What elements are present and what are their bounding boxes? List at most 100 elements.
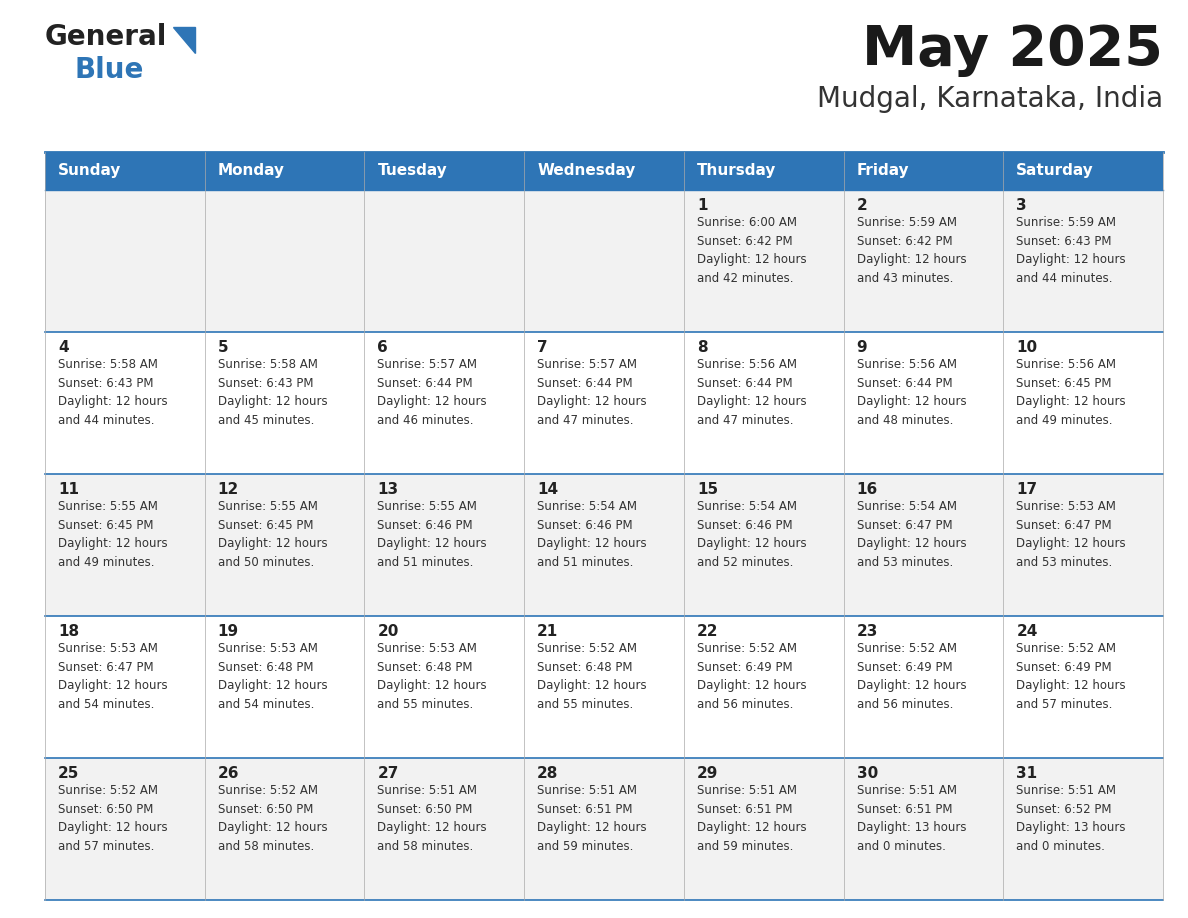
Text: Sunset: 6:51 PM: Sunset: 6:51 PM bbox=[697, 803, 792, 816]
Text: Daylight: 12 hours: Daylight: 12 hours bbox=[697, 253, 807, 266]
Text: and 56 minutes.: and 56 minutes. bbox=[857, 698, 953, 711]
Text: and 58 minutes.: and 58 minutes. bbox=[217, 840, 314, 853]
Text: Sunrise: 5:51 AM: Sunrise: 5:51 AM bbox=[378, 785, 478, 798]
Text: Sunrise: 5:54 AM: Sunrise: 5:54 AM bbox=[857, 500, 956, 513]
Text: 6: 6 bbox=[378, 340, 388, 355]
Text: Tuesday: Tuesday bbox=[378, 163, 447, 178]
Text: Sunset: 6:45 PM: Sunset: 6:45 PM bbox=[1016, 377, 1112, 390]
Text: and 49 minutes.: and 49 minutes. bbox=[58, 556, 154, 569]
Text: Wednesday: Wednesday bbox=[537, 163, 636, 178]
Text: and 51 minutes.: and 51 minutes. bbox=[537, 556, 633, 569]
Text: Daylight: 12 hours: Daylight: 12 hours bbox=[537, 538, 646, 551]
Text: Sunset: 6:44 PM: Sunset: 6:44 PM bbox=[697, 377, 792, 390]
Text: and 44 minutes.: and 44 minutes. bbox=[58, 414, 154, 427]
Text: and 53 minutes.: and 53 minutes. bbox=[1016, 556, 1112, 569]
Bar bbox=[684, 474, 843, 616]
Text: Sunset: 6:49 PM: Sunset: 6:49 PM bbox=[697, 661, 792, 674]
Text: and 48 minutes.: and 48 minutes. bbox=[857, 414, 953, 427]
Bar bbox=[204, 332, 365, 474]
Text: Sunset: 6:50 PM: Sunset: 6:50 PM bbox=[217, 803, 314, 816]
Text: and 59 minutes.: and 59 minutes. bbox=[537, 840, 633, 853]
Text: and 51 minutes.: and 51 minutes. bbox=[378, 556, 474, 569]
Text: 1: 1 bbox=[697, 198, 707, 213]
Text: Sunset: 6:51 PM: Sunset: 6:51 PM bbox=[857, 803, 952, 816]
Text: Sunrise: 5:54 AM: Sunrise: 5:54 AM bbox=[697, 500, 797, 513]
Text: Sunrise: 5:59 AM: Sunrise: 5:59 AM bbox=[1016, 217, 1117, 230]
Text: 4: 4 bbox=[58, 340, 69, 355]
Bar bbox=[365, 616, 524, 758]
Text: Sunset: 6:47 PM: Sunset: 6:47 PM bbox=[58, 661, 153, 674]
Text: Sunset: 6:49 PM: Sunset: 6:49 PM bbox=[857, 661, 953, 674]
Text: 26: 26 bbox=[217, 766, 239, 781]
Text: Sunrise: 5:53 AM: Sunrise: 5:53 AM bbox=[1016, 500, 1117, 513]
Text: 19: 19 bbox=[217, 624, 239, 639]
Text: Sunrise: 5:59 AM: Sunrise: 5:59 AM bbox=[857, 217, 956, 230]
Text: 5: 5 bbox=[217, 340, 228, 355]
Text: Monday: Monday bbox=[217, 163, 285, 178]
Text: Daylight: 12 hours: Daylight: 12 hours bbox=[857, 679, 966, 692]
Bar bbox=[843, 474, 1004, 616]
Text: Sunrise: 5:53 AM: Sunrise: 5:53 AM bbox=[217, 643, 317, 655]
Text: Daylight: 12 hours: Daylight: 12 hours bbox=[857, 538, 966, 551]
Text: 16: 16 bbox=[857, 482, 878, 497]
Text: 11: 11 bbox=[58, 482, 78, 497]
Text: Blue: Blue bbox=[75, 56, 145, 84]
Text: Sunset: 6:42 PM: Sunset: 6:42 PM bbox=[697, 235, 792, 248]
Bar bbox=[684, 758, 843, 900]
Text: 15: 15 bbox=[697, 482, 718, 497]
Text: Daylight: 12 hours: Daylight: 12 hours bbox=[378, 679, 487, 692]
Text: Daylight: 12 hours: Daylight: 12 hours bbox=[1016, 538, 1126, 551]
Bar bbox=[1004, 474, 1163, 616]
Bar bbox=[45, 152, 204, 190]
Text: Daylight: 12 hours: Daylight: 12 hours bbox=[58, 396, 168, 409]
Text: Daylight: 12 hours: Daylight: 12 hours bbox=[217, 679, 328, 692]
Bar bbox=[843, 152, 1004, 190]
Bar bbox=[45, 332, 204, 474]
Bar bbox=[45, 758, 204, 900]
Text: Sunrise: 6:00 AM: Sunrise: 6:00 AM bbox=[697, 217, 797, 230]
Text: 28: 28 bbox=[537, 766, 558, 781]
Text: Sunset: 6:52 PM: Sunset: 6:52 PM bbox=[1016, 803, 1112, 816]
Text: 30: 30 bbox=[857, 766, 878, 781]
Text: Sunset: 6:45 PM: Sunset: 6:45 PM bbox=[58, 519, 153, 532]
Text: Sunrise: 5:51 AM: Sunrise: 5:51 AM bbox=[697, 785, 797, 798]
Text: Sunrise: 5:54 AM: Sunrise: 5:54 AM bbox=[537, 500, 637, 513]
Text: and 47 minutes.: and 47 minutes. bbox=[537, 414, 633, 427]
Text: Sunrise: 5:56 AM: Sunrise: 5:56 AM bbox=[1016, 359, 1117, 372]
Text: Sunset: 6:48 PM: Sunset: 6:48 PM bbox=[217, 661, 314, 674]
Text: Sunrise: 5:57 AM: Sunrise: 5:57 AM bbox=[378, 359, 478, 372]
Text: 2: 2 bbox=[857, 198, 867, 213]
Text: Sunset: 6:50 PM: Sunset: 6:50 PM bbox=[378, 803, 473, 816]
Text: Sunset: 6:48 PM: Sunset: 6:48 PM bbox=[537, 661, 633, 674]
Text: Daylight: 12 hours: Daylight: 12 hours bbox=[857, 253, 966, 266]
Text: Daylight: 12 hours: Daylight: 12 hours bbox=[217, 396, 328, 409]
Text: Sunrise: 5:53 AM: Sunrise: 5:53 AM bbox=[58, 643, 158, 655]
Text: Daylight: 12 hours: Daylight: 12 hours bbox=[378, 822, 487, 834]
Bar bbox=[45, 616, 204, 758]
Text: Sunset: 6:43 PM: Sunset: 6:43 PM bbox=[217, 377, 314, 390]
Text: and 53 minutes.: and 53 minutes. bbox=[857, 556, 953, 569]
Text: Sunrise: 5:56 AM: Sunrise: 5:56 AM bbox=[857, 359, 956, 372]
Bar bbox=[365, 332, 524, 474]
Text: 23: 23 bbox=[857, 624, 878, 639]
Text: and 50 minutes.: and 50 minutes. bbox=[217, 556, 314, 569]
Text: and 45 minutes.: and 45 minutes. bbox=[217, 414, 314, 427]
Bar bbox=[1004, 332, 1163, 474]
Bar bbox=[524, 758, 684, 900]
Bar bbox=[524, 616, 684, 758]
Text: Daylight: 12 hours: Daylight: 12 hours bbox=[58, 538, 168, 551]
Bar bbox=[684, 616, 843, 758]
Text: 10: 10 bbox=[1016, 340, 1037, 355]
Text: 8: 8 bbox=[697, 340, 708, 355]
Text: Daylight: 13 hours: Daylight: 13 hours bbox=[857, 822, 966, 834]
Bar bbox=[1004, 152, 1163, 190]
Text: 7: 7 bbox=[537, 340, 548, 355]
Text: Daylight: 12 hours: Daylight: 12 hours bbox=[697, 822, 807, 834]
Text: Sunrise: 5:57 AM: Sunrise: 5:57 AM bbox=[537, 359, 637, 372]
Text: Sunset: 6:45 PM: Sunset: 6:45 PM bbox=[217, 519, 314, 532]
Text: and 44 minutes.: and 44 minutes. bbox=[1016, 272, 1113, 285]
Text: 27: 27 bbox=[378, 766, 399, 781]
Text: 29: 29 bbox=[697, 766, 719, 781]
Text: and 58 minutes.: and 58 minutes. bbox=[378, 840, 474, 853]
Text: Daylight: 12 hours: Daylight: 12 hours bbox=[697, 396, 807, 409]
